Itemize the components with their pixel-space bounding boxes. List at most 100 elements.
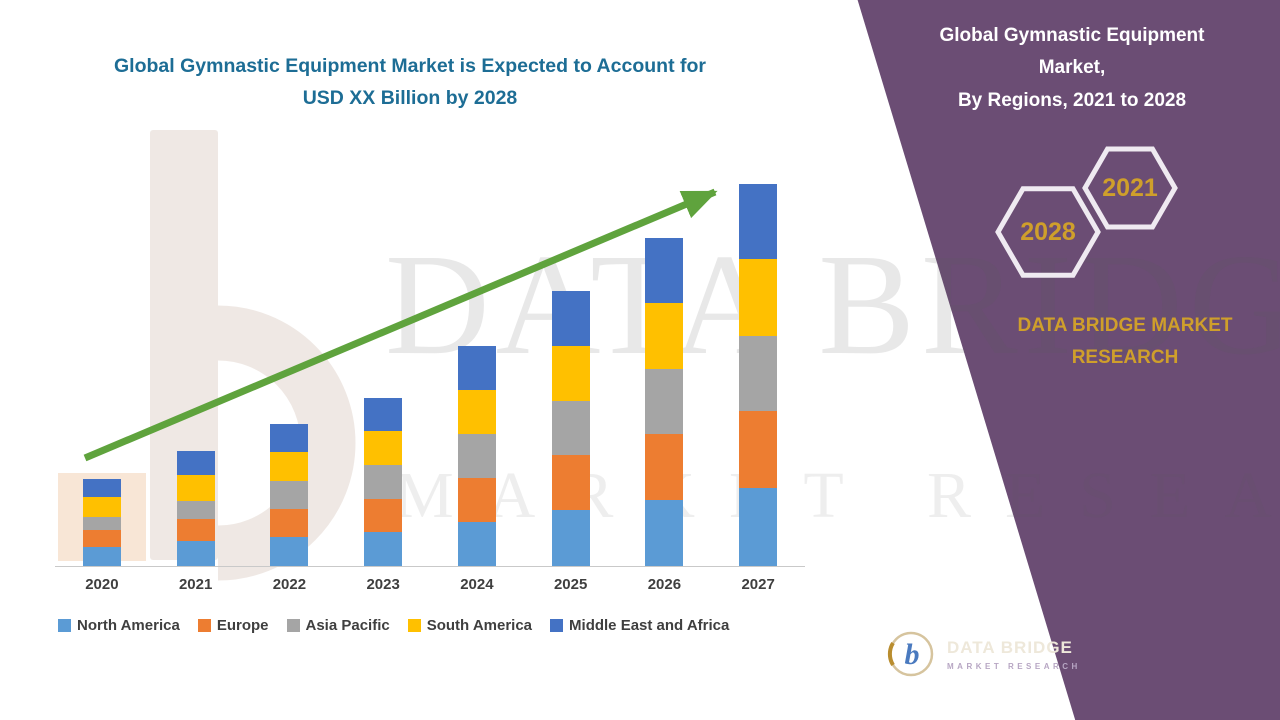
bar-segment (739, 411, 778, 488)
bar-segment (176, 518, 215, 541)
bar-stack-2025 (551, 165, 590, 566)
bar-segment (457, 389, 496, 434)
legend-label: Middle East and Africa (569, 617, 730, 634)
footer-brand-name: DATA BRIDGE (947, 637, 1073, 657)
bar-segment (457, 346, 496, 390)
bar-segment (270, 423, 309, 453)
legend-swatch-icon (550, 619, 564, 632)
bar-segment (645, 499, 684, 566)
panel-title-line2: By Regions, 2021 to 2028 (957, 89, 1187, 111)
legend-label: Asia Pacific (305, 617, 390, 634)
bar-segment (457, 433, 496, 478)
bar-segment (364, 532, 403, 566)
bar-segment (176, 501, 215, 519)
legend-item: Asia Pacific (286, 617, 390, 634)
bar-column (524, 165, 618, 566)
bar-segment (739, 487, 778, 566)
legend-label: North America (77, 617, 180, 634)
legend-item: North America (58, 617, 180, 634)
panel-brand-text: DATA BRIDGE MARKET RESEARCH (960, 310, 1280, 375)
legend-label: South America (426, 617, 533, 634)
bar-stack-2021 (176, 165, 215, 566)
bar-stack-2020 (82, 165, 121, 566)
bar-segment (739, 259, 778, 337)
panel-brand-line1: DATA BRIDGE MARKET (1017, 315, 1233, 336)
bar-segment (739, 336, 778, 412)
bar-segment (457, 521, 496, 566)
chart-title: Global Gymnastic Equipment Market is Exp… (55, 50, 765, 114)
panel-brand-line2: RESEARCH (1071, 347, 1179, 369)
bar-segment (364, 498, 403, 533)
bar-segment (645, 434, 684, 500)
bar-stack-2027 (739, 165, 778, 566)
bar-segment (364, 398, 403, 432)
legend-swatch-icon (58, 619, 71, 632)
chart-legend: North America Europe Asia Pacific South Ame… (58, 617, 729, 634)
footer-logo-text: DATA BRIDGE MARKET RESEARCH (947, 638, 1081, 671)
chart-title-line1: Global Gymnastic Equipment Market is Exp… (114, 55, 706, 77)
panel-title: Global Gymnastic Equipment Market, By Re… (922, 20, 1222, 117)
bar-segment (176, 451, 215, 476)
bar-column (149, 165, 243, 566)
legend-swatch-icon (407, 619, 421, 632)
hexagon-2021-icon (1082, 146, 1178, 230)
bar-segment (364, 431, 403, 466)
x-axis-label: 2024 (460, 576, 494, 593)
bar-segment (364, 465, 403, 499)
legend-item: Europe (197, 617, 269, 634)
bar-segment (82, 496, 121, 518)
bar-segment (645, 303, 684, 369)
panel-title-line1: Global Gymnastic Equipment Market, (939, 25, 1205, 79)
bar-segment (645, 237, 684, 304)
bar-segment (270, 452, 309, 481)
bar-segment (82, 547, 121, 566)
footer-brand-subtitle: MARKET RESEARCH (947, 661, 1081, 671)
bar-segment (457, 477, 496, 522)
bar-segment (551, 510, 590, 566)
footer-logo-mark-icon: b (887, 631, 934, 677)
bar-segment (82, 478, 121, 497)
footer-logo-letter: b (905, 638, 920, 671)
bar-stack-2022 (270, 165, 309, 566)
bar-segment (176, 475, 215, 502)
legend-swatch-icon (197, 619, 211, 632)
bar-column (243, 165, 337, 566)
x-axis-label: 2025 (553, 576, 588, 593)
legend-swatch-icon (286, 619, 300, 632)
bar-stack-2024 (457, 165, 496, 566)
bar-segment (176, 540, 215, 566)
x-axis-label: 2026 (647, 576, 682, 593)
hexagon-badges: 2028 2021 (990, 140, 1180, 290)
bar-segment (82, 530, 121, 548)
bar-segment (270, 537, 309, 566)
bar-segment (551, 455, 590, 511)
legend-label: Europe (216, 617, 269, 634)
hexagon-2021-label: 2021 (1102, 174, 1158, 202)
x-axis-labels: 2020 2021 2022 2023 2024 2025 2026 2027 (55, 567, 805, 593)
bar-segment (551, 401, 590, 456)
x-axis-label: 2020 (85, 576, 119, 593)
legend-item: Middle East and Africa (550, 617, 729, 634)
bar-segment (82, 517, 121, 531)
bar-stack-2023 (364, 165, 403, 566)
x-axis-label: 2021 (178, 576, 213, 593)
x-axis-label: 2027 (741, 576, 775, 593)
bars-row (55, 165, 805, 567)
hexagon-2028-icon (995, 186, 1101, 278)
bar-segment (270, 480, 309, 509)
bar-segment (551, 346, 590, 402)
hexagon-2028-label: 2028 (1020, 218, 1076, 246)
footer-logo: b DATA BRIDGE MARKET RESEARCH (885, 628, 1081, 680)
stacked-bar-chart: 2020 2021 2022 2023 2024 2025 2026 2027 (55, 165, 805, 593)
bar-column (55, 165, 149, 566)
bar-segment (551, 291, 590, 347)
bar-stack-2026 (645, 165, 684, 566)
x-axis-label: 2022 (272, 576, 307, 593)
bar-column (711, 165, 805, 566)
legend-item: South America (407, 617, 533, 634)
bar-column (430, 165, 524, 566)
x-axis-label: 2023 (366, 576, 400, 593)
bar-column (618, 165, 712, 566)
bar-column (336, 165, 430, 566)
